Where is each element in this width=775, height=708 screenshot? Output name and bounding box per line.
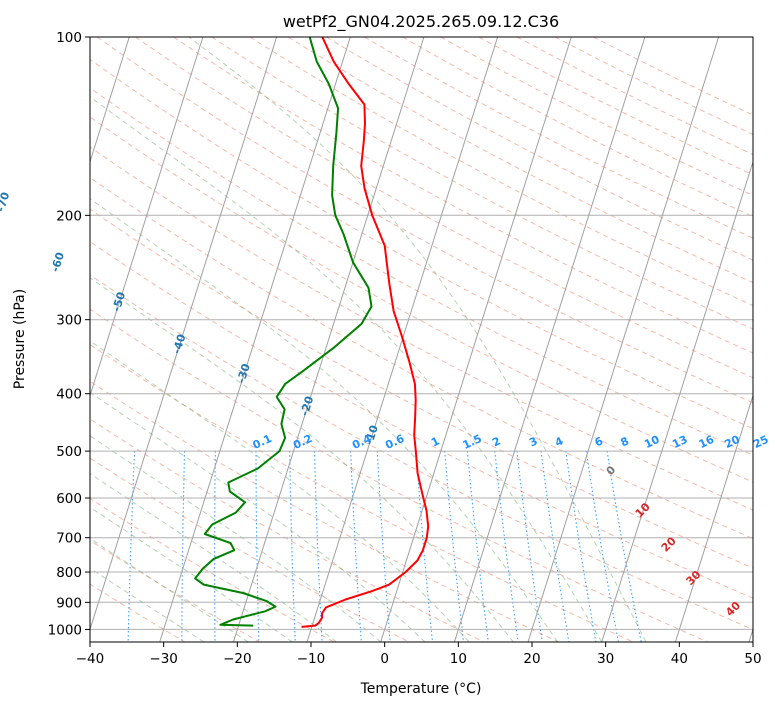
dry-adiabat <box>97 37 753 404</box>
dry-adiabat <box>90 208 753 569</box>
isotherm-label: -30 <box>235 362 253 385</box>
isotherm-gridline <box>90 37 278 631</box>
isotherm-label: -60 <box>49 250 67 273</box>
mixing-ratio-label: 10 <box>642 433 662 451</box>
y-tick-label: 800 <box>56 565 82 581</box>
mixing-ratio-line <box>565 451 597 642</box>
y-tick-label: 500 <box>56 444 82 460</box>
chart-title: wetPf2_GN04.2025.265.09.12.C36 <box>283 12 559 32</box>
isotherm-label: -40 <box>170 332 188 355</box>
mixing-ratio-label: 30 <box>773 433 775 451</box>
moist-adiabat <box>90 435 382 642</box>
x-tick-label: −10 <box>297 651 326 667</box>
isotherm-gridline <box>453 37 646 642</box>
dry-adiabat <box>211 37 753 330</box>
x-tick-label: 10 <box>450 651 467 667</box>
y-tick-label: 600 <box>56 491 82 507</box>
dry-adiabat <box>478 37 753 176</box>
moist-adiabat <box>90 506 293 642</box>
mixing-ratio-label: 25 <box>751 433 770 451</box>
isotherm-gridline <box>90 37 204 398</box>
y-tick-label: 300 <box>56 313 82 329</box>
dry-adiabat <box>90 87 753 456</box>
mixing-ratio-line <box>466 451 489 642</box>
mixing-ratio-label: 20 <box>723 433 743 451</box>
y-tick-label: 100 <box>56 30 82 46</box>
isotherm-gridline <box>232 37 425 642</box>
isotherm-gridline <box>674 393 753 642</box>
moist-adiabat <box>90 340 470 642</box>
dry-adiabat <box>440 37 753 197</box>
dry-adiabat <box>287 37 753 284</box>
dry-adiabat <box>90 58 753 430</box>
moist-adiabat <box>188 37 647 642</box>
x-tick-label: 20 <box>523 651 540 667</box>
dry-adiabat <box>90 380 559 642</box>
isotherm-gridline <box>380 37 572 642</box>
isotherm-gridline <box>527 37 720 642</box>
temperature-profile-line <box>301 37 430 628</box>
plot-background <box>90 37 753 642</box>
isotherm-label: -20 <box>298 394 316 417</box>
dewpoint-profile-line <box>194 37 373 627</box>
y-tick-label: 400 <box>56 387 82 403</box>
mixing-ratio-label: 16 <box>697 433 717 451</box>
isotherm-gridline <box>159 37 351 642</box>
isotherm-label: -70 <box>0 190 12 213</box>
y-tick-label: 700 <box>56 531 82 547</box>
y-axis-label: Pressure (hPa) <box>12 289 28 389</box>
in-plot-labels: -100-90-80-70-60-50-40-30-20-100.10.20.4… <box>0 190 775 619</box>
dry-adiabat <box>135 37 753 379</box>
isotherm-label: -50 <box>110 290 128 313</box>
plot-frame <box>89 36 754 643</box>
mixing-ratio-label: 13 <box>670 433 689 451</box>
x-tick-label: 0 <box>380 651 389 667</box>
mixing-ratio-line <box>540 451 570 642</box>
x-axis-label: Temperature (°C) <box>360 681 482 697</box>
mixing-ratio-line <box>606 451 642 642</box>
moist-adiabat <box>90 472 337 642</box>
isotherm-gridline <box>601 160 753 642</box>
mixing-ratio-line <box>585 451 619 642</box>
moist-adiabat <box>90 277 514 642</box>
x-tick-label: 40 <box>671 651 688 667</box>
moist-adiabat <box>90 198 558 642</box>
dry-adiabat <box>364 37 753 239</box>
dry-adiabat <box>90 240 753 599</box>
dry-adiabat <box>90 497 335 642</box>
isotherm-label: -10 <box>363 423 381 446</box>
background-lines <box>90 37 753 642</box>
moist-adiabat <box>90 96 603 642</box>
x-tick-label: −20 <box>223 651 252 667</box>
dry-adiabat <box>90 274 753 630</box>
x-tick-label: −30 <box>149 651 178 667</box>
x-tick-label: 50 <box>744 651 761 667</box>
dry-adiabat <box>90 308 709 642</box>
dry-adiabat <box>90 116 753 483</box>
mixing-ratio-line <box>494 451 519 642</box>
dry-adiabat <box>90 418 484 642</box>
y-tick-label: 1000 <box>48 622 82 638</box>
x-tick-label: 30 <box>597 651 614 667</box>
moist-adiabat <box>90 537 249 642</box>
axes-ticks: −40 −30 −20 −10 0 10 20 30 40 50 100 200 300 400 500 60… <box>48 30 762 667</box>
x-tick-label: −40 <box>76 651 105 667</box>
y-tick-label: 200 <box>56 208 82 224</box>
sounding-profiles <box>194 37 430 628</box>
y-tick-label: 900 <box>56 595 82 611</box>
isotherm-gridline <box>90 37 130 164</box>
